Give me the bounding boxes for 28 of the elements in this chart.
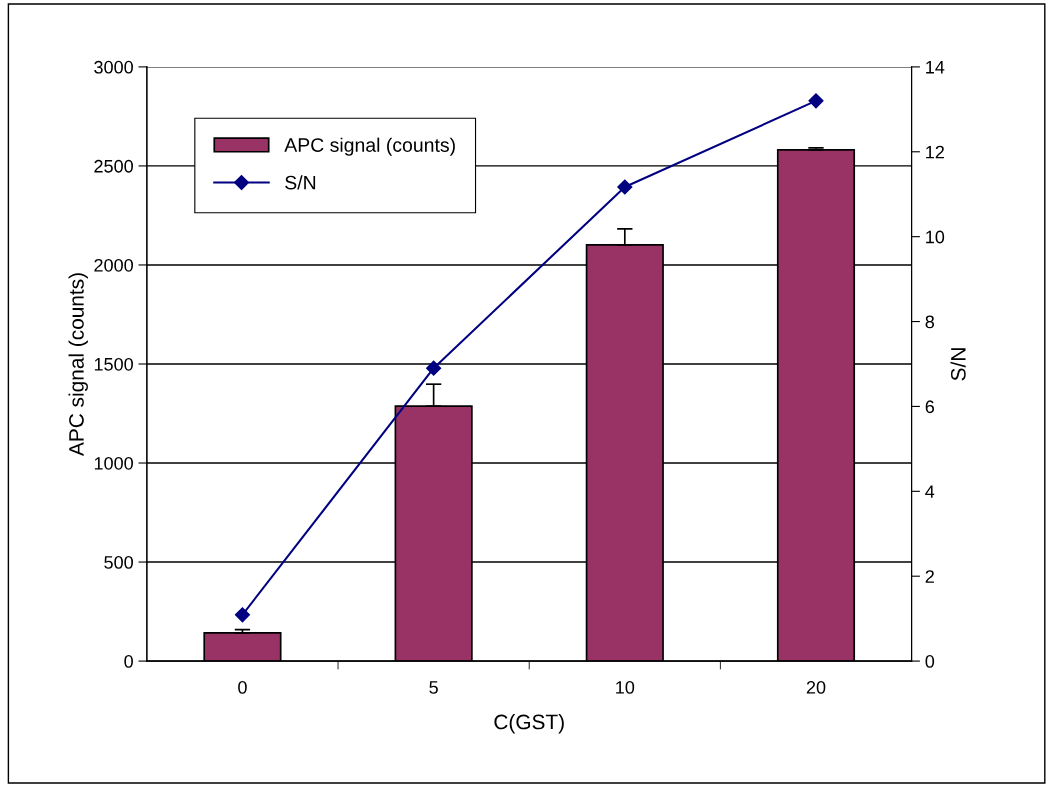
- y-tick-label: 0: [124, 655, 133, 668]
- y-tick-label: 500: [104, 555, 133, 569]
- y-tick-label: 1000: [94, 456, 133, 470]
- y2-axis-title: S/N: [950, 348, 966, 381]
- y2-tick-label: 2: [925, 570, 934, 583]
- y2-tick-label: 6: [925, 400, 935, 414]
- x-tick-label: 20: [806, 681, 826, 694]
- point: [808, 93, 824, 109]
- x-tick-label: 5: [429, 681, 438, 694]
- y-tick-label: 2500: [94, 159, 133, 173]
- y-axis-title: APC signal (counts): [68, 273, 88, 456]
- x-tick-label: 0: [238, 681, 247, 694]
- y2-tick-label: 12: [926, 145, 944, 159]
- point: [234, 607, 251, 623]
- y2-tick-label: 10: [926, 230, 945, 244]
- y-tick-label: 3000: [94, 60, 133, 74]
- y2-tick-label: 14: [926, 61, 945, 74]
- legend-label: APC signal (counts): [284, 137, 455, 156]
- y2-tick-label: 4: [925, 485, 935, 498]
- x-axis-title: C(GST): [494, 714, 564, 734]
- y2-tick-label: 8: [925, 315, 935, 329]
- y2-tick-label: 0: [925, 655, 935, 668]
- y-tick-label: 1500: [94, 357, 133, 371]
- point: [617, 179, 633, 195]
- point: [426, 360, 442, 376]
- x-tick-label: 10: [616, 681, 635, 694]
- y-tick-label: 2000: [94, 258, 133, 272]
- legend-label: S/N: [285, 175, 316, 190]
